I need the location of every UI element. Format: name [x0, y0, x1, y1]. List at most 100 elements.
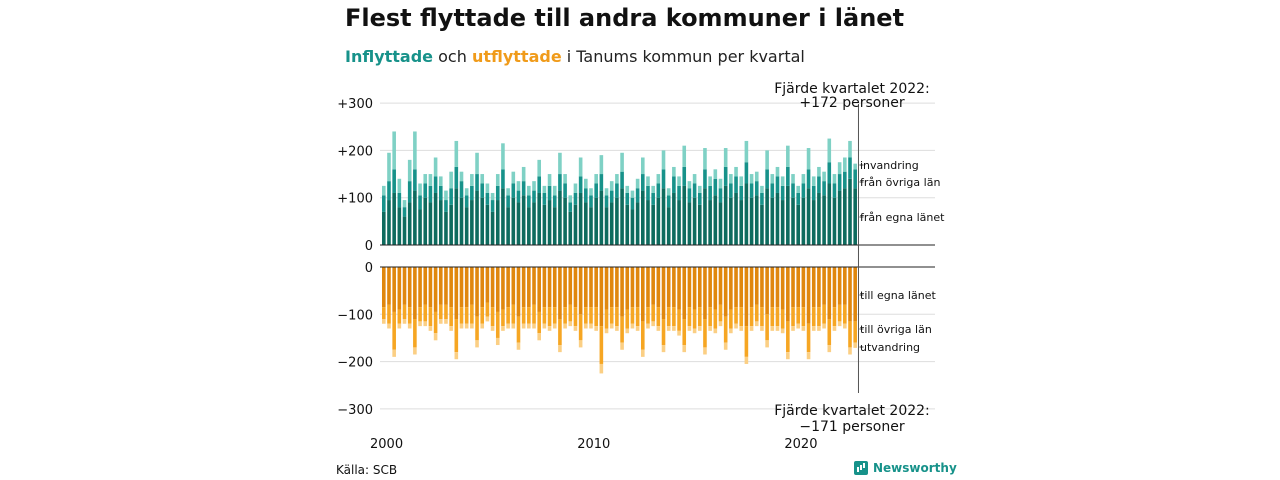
- bar-inflow-other: [428, 185, 433, 203]
- bar-inflow-own: [837, 190, 842, 245]
- bar-inflow-other: [697, 192, 702, 205]
- bar-outflow-abroad: [780, 328, 785, 334]
- bar-inflow-other: [521, 181, 526, 196]
- bar-inflow-abroad: [563, 174, 567, 184]
- bar-outflow-own: [822, 267, 826, 305]
- bar-inflow-abroad: [428, 174, 433, 186]
- bar-inflow-other: [407, 181, 412, 203]
- bar-inflow-own: [449, 204, 453, 245]
- bar-outflow-other: [578, 314, 583, 341]
- bar-outflow-other: [775, 307, 780, 327]
- bar-inflow-other: [449, 188, 453, 205]
- subtitle-outflow: utflyttade: [471, 47, 562, 66]
- bar-inflow-own: [843, 188, 847, 245]
- bar-inflow-own: [516, 202, 521, 245]
- bar-outflow-other: [661, 319, 666, 346]
- bar-outflow-own: [791, 267, 795, 308]
- bar-inflow-own: [558, 190, 562, 245]
- bar-outflow-own: [547, 267, 552, 308]
- bar-outflow-own: [475, 267, 479, 317]
- bar-outflow-abroad: [817, 326, 821, 331]
- bar-inflow-own: [677, 200, 681, 245]
- bar-outflow-other: [428, 307, 433, 327]
- bar-inflow-other: [490, 200, 495, 212]
- bar-outflow-abroad: [786, 352, 790, 360]
- bar-outflow-other: [796, 307, 800, 324]
- bar-inflow-abroad: [723, 148, 728, 167]
- bar-outflow-own: [615, 267, 619, 308]
- bar-inflow-abroad: [827, 138, 832, 163]
- bar-inflow-abroad: [744, 140, 749, 163]
- bar-inflow-other: [609, 190, 614, 203]
- bar-inflow-other: [584, 188, 588, 203]
- bar-inflow-own: [418, 209, 422, 245]
- bar-inflow-other: [625, 192, 630, 205]
- bar-inflow-abroad: [397, 178, 402, 193]
- bar-outflow-abroad: [438, 319, 443, 324]
- bar-outflow-abroad: [796, 323, 800, 329]
- bar-inflow-own: [490, 211, 495, 245]
- bar-outflow-own: [470, 267, 474, 305]
- bar-inflow-abroad: [661, 150, 666, 170]
- bar-outflow-own: [677, 267, 681, 310]
- bar-inflow-other: [765, 169, 769, 189]
- bar-inflow-other: [713, 178, 718, 196]
- bar-outflow-own: [651, 267, 655, 305]
- bar-inflow-other: [506, 195, 510, 208]
- bar-inflow-other: [651, 192, 655, 205]
- bar-inflow-other: [552, 195, 557, 208]
- bar-inflow-other: [485, 192, 490, 205]
- bar-outflow-own: [843, 267, 847, 305]
- bar-outflow-other: [827, 319, 832, 346]
- bar-outflow-own: [666, 267, 671, 308]
- bar-outflow-abroad: [485, 316, 490, 322]
- bar-outflow-own: [687, 267, 692, 308]
- bar-inflow-own: [402, 216, 407, 245]
- bar-outflow-abroad: [723, 342, 728, 350]
- bar-inflow-other: [708, 185, 712, 201]
- bar-inflow-other: [532, 190, 536, 203]
- bar-outflow-own: [480, 267, 485, 308]
- bar-inflow-own: [806, 188, 811, 245]
- bar-inflow-abroad: [765, 150, 769, 170]
- bar-inflow-abroad: [454, 140, 459, 167]
- bar-outflow-abroad: [760, 326, 764, 331]
- bar-inflow-abroad: [630, 190, 635, 198]
- bar-outflow-other: [780, 309, 785, 329]
- bar-outflow-other: [573, 307, 578, 327]
- bar-inflow-abroad: [811, 176, 816, 186]
- bar-outflow-own: [402, 267, 407, 305]
- bar-inflow-abroad: [780, 176, 785, 186]
- bar-outflow-own: [433, 267, 438, 312]
- bar-inflow-other: [760, 192, 764, 205]
- bar-inflow-own: [413, 190, 417, 245]
- bar-outflow-abroad: [687, 326, 692, 331]
- bar-inflow-abroad: [625, 185, 630, 193]
- bar-outflow-abroad: [604, 328, 609, 334]
- bar-outflow-own: [770, 267, 775, 308]
- bar-inflow-own: [584, 202, 588, 245]
- bar-outflow-abroad: [392, 349, 396, 357]
- bar-outflow-own: [780, 267, 785, 310]
- bar-inflow-own: [646, 200, 650, 245]
- bar-outflow-own: [521, 267, 526, 308]
- bar-outflow-abroad: [407, 323, 412, 329]
- bar-outflow-other: [516, 316, 521, 343]
- bar-outflow-abroad: [832, 326, 837, 331]
- bar-inflow-abroad: [413, 131, 417, 170]
- bar-outflow-abroad: [672, 326, 676, 331]
- x-tick-label: 2000: [370, 437, 403, 452]
- bar-outflow-other: [734, 307, 738, 324]
- bar-inflow-other: [843, 171, 847, 189]
- bar-outflow-own: [749, 267, 754, 308]
- bar-outflow-abroad: [459, 323, 464, 329]
- bar-inflow-own: [423, 197, 428, 245]
- bar-outflow-other: [848, 321, 852, 348]
- bar-outflow-own: [806, 267, 811, 324]
- bar-inflow-own: [853, 188, 857, 245]
- subtitle-inflow: Inflyttade: [345, 47, 434, 66]
- bar-inflow-abroad: [542, 185, 547, 193]
- bar-inflow-other: [832, 183, 837, 198]
- bar-inflow-own: [651, 204, 655, 245]
